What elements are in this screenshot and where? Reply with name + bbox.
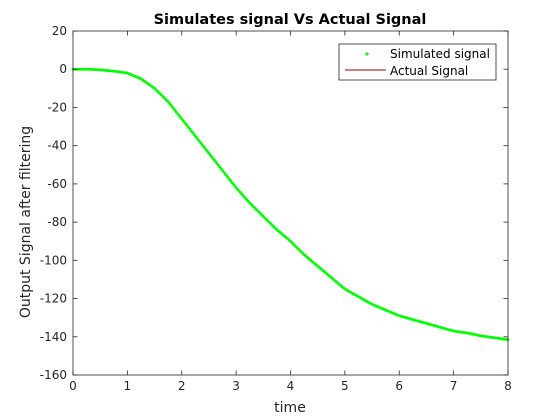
x-tick-label: 3 <box>232 379 240 393</box>
y-tick-label: -60 <box>47 177 67 191</box>
legend-marker-simulated <box>365 52 369 56</box>
legend-label-actual: Actual Signal <box>390 64 468 78</box>
legend: Simulated signal Actual Signal <box>338 43 497 81</box>
x-tick-label: 4 <box>287 379 295 393</box>
y-tick-label: 20 <box>52 24 67 38</box>
x-tick-label: 5 <box>341 379 349 393</box>
x-tick-label: 0 <box>69 379 77 393</box>
y-tick-label: -100 <box>40 253 67 267</box>
x-tick-label: 1 <box>124 379 132 393</box>
y-tick-label: -120 <box>40 292 67 306</box>
y-tick-label: -160 <box>40 368 67 382</box>
y-tick-label: 0 <box>59 62 67 76</box>
legend-box <box>338 43 497 81</box>
x-tick-label: 7 <box>450 379 458 393</box>
chart-title: Simulates signal Vs Actual Signal <box>154 12 427 28</box>
y-tick-label: -80 <box>47 215 67 229</box>
x-tick-label: 6 <box>395 379 403 393</box>
x-tick-label: 8 <box>504 379 512 393</box>
y-tick-label: -40 <box>47 139 67 153</box>
x-tick-label: 2 <box>178 379 186 393</box>
series-layer <box>71 67 510 342</box>
axes-layer: 0 1 2 3 4 5 6 7 8 20 0 -20 -40 -60 -80 -100 -120 -140 -160 <box>40 24 512 393</box>
plot-area <box>73 31 508 375</box>
x-axis-label: time <box>274 400 306 416</box>
legend-label-simulated: Simulated signal <box>390 47 490 61</box>
y-tick-label: -20 <box>47 100 67 114</box>
y-tick-label: -140 <box>40 330 67 344</box>
y-axis-label: Output Signal after filtering <box>18 126 34 318</box>
